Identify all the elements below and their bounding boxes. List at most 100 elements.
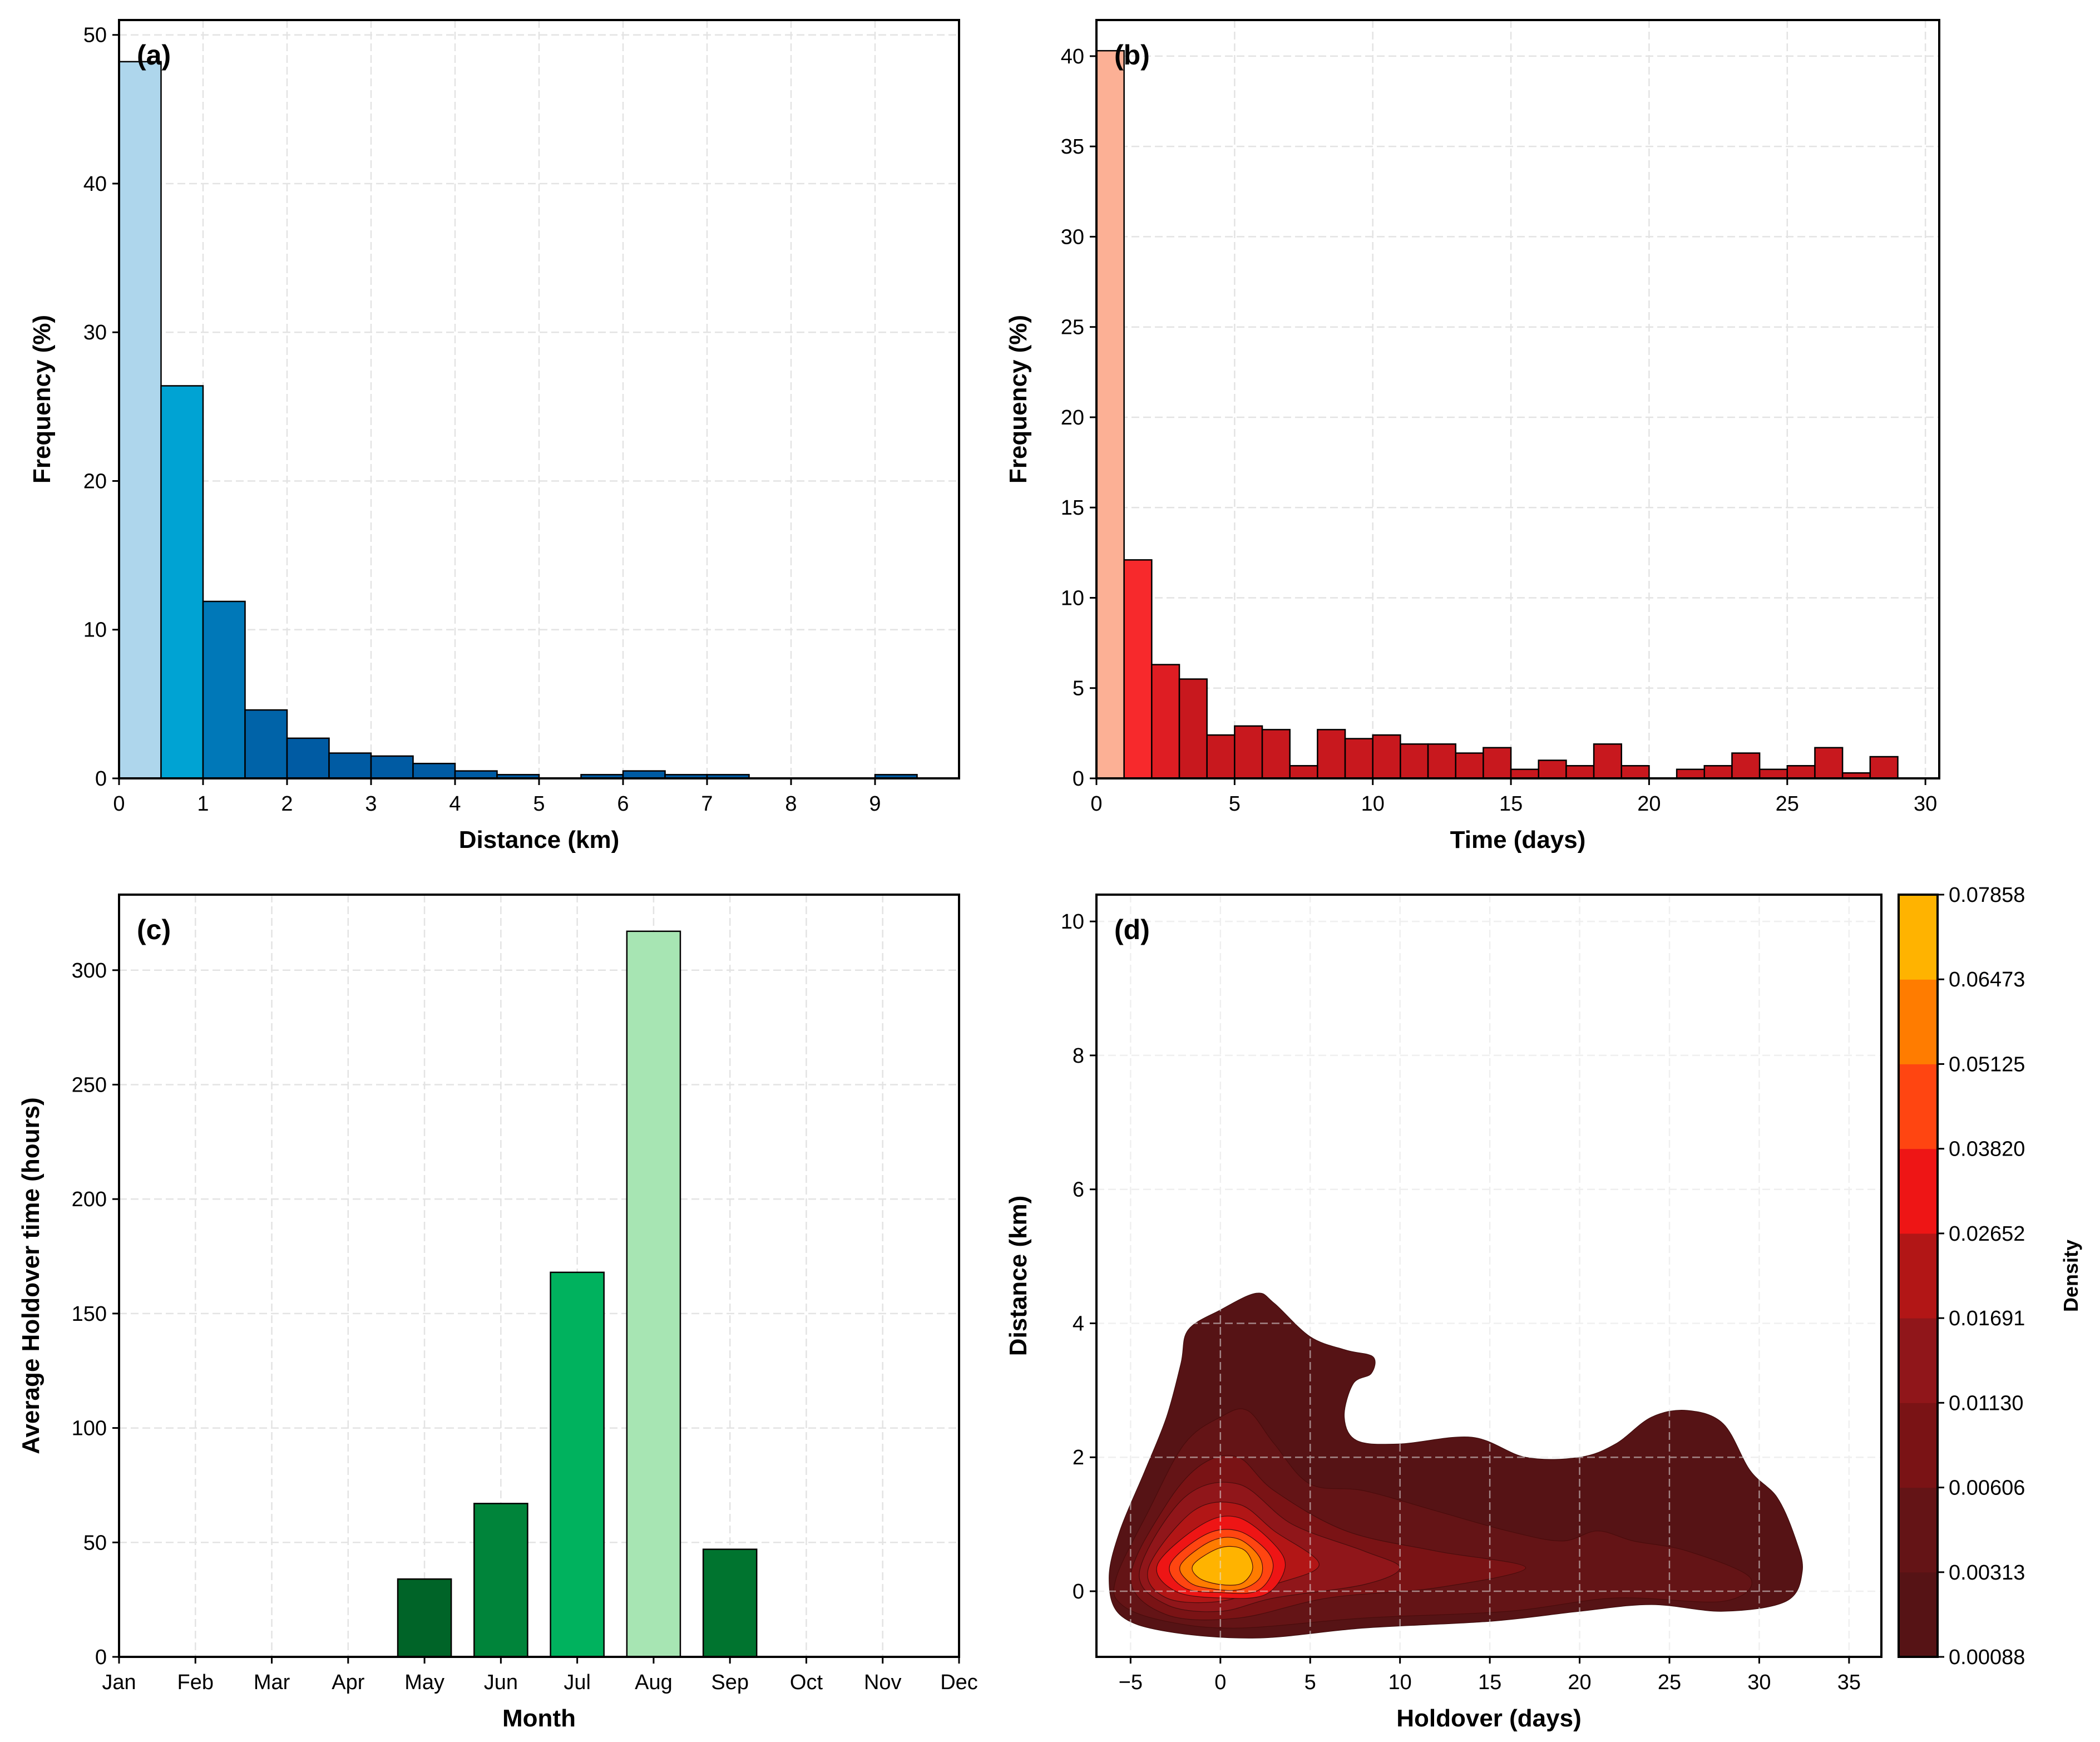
histogram-bar <box>1786 765 1816 779</box>
x-tick-label: May <box>404 1671 444 1694</box>
histogram-bar <box>1538 759 1567 779</box>
y-tick-label: 8 <box>1073 1044 1084 1068</box>
x-tick-label: Oct <box>790 1671 823 1694</box>
histogram-bar <box>1593 743 1623 779</box>
x-tick-label: 15 <box>1478 1671 1501 1694</box>
histogram-bar <box>1427 743 1456 779</box>
y-tick-label: 10 <box>83 619 107 642</box>
x-tick-label: 25 <box>1658 1671 1681 1694</box>
x-tick-label: Sep <box>711 1671 749 1694</box>
x-tick-label: 35 <box>1837 1671 1861 1694</box>
colorbar-segment <box>1899 1148 1938 1234</box>
histogram-bar <box>1869 756 1899 779</box>
histogram-bar <box>1620 765 1650 779</box>
y-tick-label: 250 <box>72 1073 107 1097</box>
y-tick-label: 30 <box>83 321 107 344</box>
colorbar-tick-label: 0.00606 <box>1949 1477 2025 1500</box>
y-axis-label: Frequency (%) <box>1005 315 1032 483</box>
colorbar-tick-label: 0.00088 <box>1949 1646 2025 1669</box>
x-tick-label: 5 <box>1305 1671 1316 1694</box>
x-axis-label: Month <box>502 1705 576 1732</box>
panel-label: (b) <box>1114 40 1150 71</box>
y-tick-label: 0 <box>1073 1580 1084 1603</box>
colorbar-segment <box>1899 1233 1938 1319</box>
histogram-bar <box>1123 559 1153 779</box>
colorbar-tick-label: 0.00313 <box>1949 1561 2025 1585</box>
histogram-bar <box>1234 725 1263 779</box>
colorbar-tick-label: 0.01130 <box>1949 1391 2024 1415</box>
y-tick-label: 50 <box>83 24 107 47</box>
x-tick-label: Nov <box>864 1671 902 1694</box>
colorbar-tick-label: 0.02652 <box>1949 1222 2025 1246</box>
histogram-bar <box>1289 765 1318 779</box>
x-tick-label: 0 <box>113 792 125 816</box>
histogram-bar <box>1758 768 1788 779</box>
y-tick-label: 20 <box>1061 406 1084 430</box>
histogram-bar <box>1676 768 1706 779</box>
histogram-bar <box>1344 738 1373 779</box>
histogram-bar <box>370 755 414 779</box>
y-tick-label: 0 <box>95 1646 107 1669</box>
colorbar-tick-label: 0.07858 <box>1949 884 2025 907</box>
y-tick-label: 35 <box>1061 135 1084 159</box>
axes-frame <box>1095 894 1882 1658</box>
x-tick-label: 9 <box>869 792 881 816</box>
colorbar-label: Density <box>2059 1240 2082 1312</box>
x-axis-label: Time (days) <box>1450 826 1586 853</box>
histogram-bar <box>1178 678 1208 779</box>
histogram-bar <box>1261 729 1291 779</box>
x-tick-label: 5 <box>533 792 545 816</box>
histogram-bar <box>622 770 666 779</box>
colorbar-segment <box>1899 979 1938 1064</box>
y-axis-label: Frequency (%) <box>28 315 56 483</box>
y-tick-label: 4 <box>1073 1312 1084 1335</box>
colorbar-segment <box>1899 1403 1938 1488</box>
histogram-bar <box>1455 752 1484 779</box>
histogram-bar <box>1206 734 1236 779</box>
panel-label: (a) <box>137 40 171 71</box>
histogram-bar <box>244 709 288 779</box>
x-tick-label: Jun <box>484 1671 518 1694</box>
x-axis-label: Holdover (days) <box>1396 1705 1582 1732</box>
y-tick-label: 10 <box>1061 586 1084 610</box>
panel-b-histogram-time: 0 5 10 15 20 25 30 0 5 10 15 20 25 30 35 40 Time (days) F… <box>1005 19 1940 853</box>
histogram-bar <box>202 600 246 779</box>
y-tick-label: 200 <box>72 1188 107 1211</box>
histogram-bar <box>454 770 498 779</box>
x-tick-label: 5 <box>1229 792 1241 816</box>
bar-aug <box>626 930 681 1658</box>
x-tick-label: Dec <box>940 1671 978 1694</box>
axes-frame <box>118 894 960 1658</box>
y-tick-label: 15 <box>1061 496 1084 520</box>
histogram-bar <box>1510 768 1540 779</box>
histogram-bar <box>118 61 162 779</box>
histogram-bar <box>1095 50 1125 779</box>
colorbar-tick-label: 0.01691 <box>1949 1307 2025 1330</box>
bar-may <box>397 1578 452 1658</box>
colorbar-tick-label: 0.03820 <box>1949 1138 2025 1161</box>
x-tick-label: 20 <box>1568 1671 1591 1694</box>
x-tick-label: Jan <box>102 1671 136 1694</box>
x-tick-label: 8 <box>785 792 797 816</box>
panel-d-kde-contour: −5 0 5 10 15 20 25 30 35 0 2 4 6 8 10 Holdover (days) Di… <box>1005 894 1882 1732</box>
y-tick-label: 100 <box>72 1417 107 1440</box>
bar-jun <box>473 1503 528 1658</box>
x-tick-label: 4 <box>449 792 461 816</box>
x-tick-label: Aug <box>635 1671 673 1694</box>
y-tick-label: 25 <box>1061 316 1084 339</box>
panel-label: (d) <box>1114 914 1150 945</box>
y-tick-label: 150 <box>72 1302 107 1326</box>
y-tick-label: 30 <box>1061 225 1084 249</box>
x-tick-label: 7 <box>701 792 713 816</box>
y-tick-label: 0 <box>1073 767 1084 791</box>
panel-a-histogram-distance: 0 1 2 3 4 5 6 7 8 9 0 10 20 30 40 50 Distance (km) Freque… <box>28 19 960 853</box>
histogram-bar <box>1731 752 1761 779</box>
x-tick-label: 3 <box>365 792 377 816</box>
x-tick-label: 1 <box>197 792 209 816</box>
x-tick-label: 10 <box>1389 1671 1412 1694</box>
y-axis-label: Distance (km) <box>1005 1196 1032 1356</box>
histogram-bar <box>412 763 456 779</box>
x-tick-label: 30 <box>1914 792 1937 816</box>
y-tick-label: 50 <box>83 1531 107 1555</box>
